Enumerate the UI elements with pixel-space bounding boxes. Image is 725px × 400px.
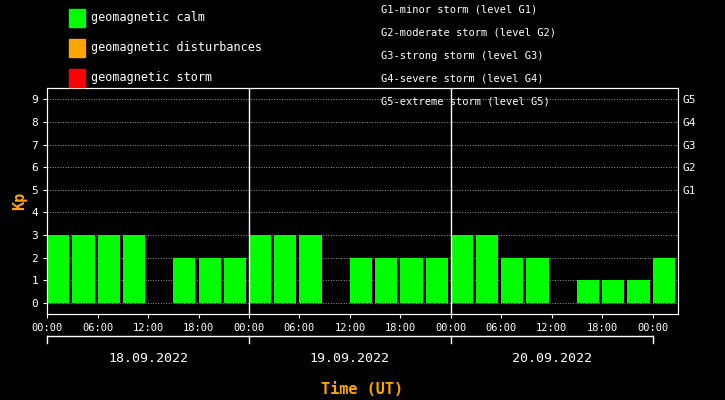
Text: 18.09.2022: 18.09.2022 [108, 352, 188, 364]
Text: 20.09.2022: 20.09.2022 [512, 352, 592, 364]
Y-axis label: Kp: Kp [12, 192, 27, 210]
Bar [299, 235, 322, 303]
Text: G2-moderate storm (level G2): G2-moderate storm (level G2) [381, 28, 555, 38]
Bar [426, 258, 448, 303]
Bar [350, 258, 372, 303]
Bar [224, 258, 246, 303]
Bar [375, 258, 397, 303]
Bar [173, 258, 196, 303]
Text: G5-extreme storm (level G5): G5-extreme storm (level G5) [381, 96, 550, 106]
Text: geomagnetic disturbances: geomagnetic disturbances [91, 42, 262, 54]
Bar [274, 235, 297, 303]
Bar [98, 235, 120, 303]
Bar [476, 235, 498, 303]
Bar [400, 258, 423, 303]
Bar [577, 280, 599, 303]
Text: 19.09.2022: 19.09.2022 [310, 352, 390, 364]
Text: geomagnetic calm: geomagnetic calm [91, 12, 204, 24]
Bar [123, 235, 145, 303]
Bar [652, 258, 675, 303]
Text: G1-minor storm (level G1): G1-minor storm (level G1) [381, 5, 537, 15]
Bar [501, 258, 523, 303]
Bar [602, 280, 624, 303]
Bar [249, 235, 271, 303]
Bar [451, 235, 473, 303]
Bar [199, 258, 220, 303]
Bar [47, 235, 70, 303]
Bar [627, 280, 650, 303]
Text: G3-strong storm (level G3): G3-strong storm (level G3) [381, 51, 543, 61]
Bar [526, 258, 549, 303]
Bar [72, 235, 94, 303]
Text: Time (UT): Time (UT) [321, 382, 404, 398]
Text: G4-severe storm (level G4): G4-severe storm (level G4) [381, 74, 543, 84]
Text: geomagnetic storm: geomagnetic storm [91, 72, 212, 84]
